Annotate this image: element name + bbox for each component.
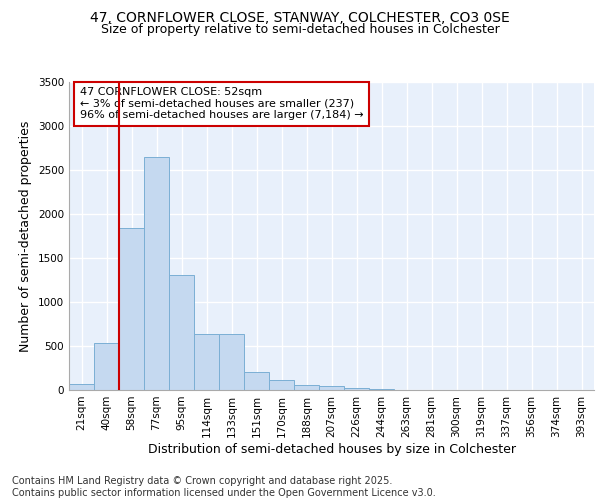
Bar: [144, 157, 169, 390]
Text: Size of property relative to semi-detached houses in Colchester: Size of property relative to semi-detach…: [101, 24, 499, 36]
Bar: [194, 334, 219, 390]
Bar: [344, 388, 369, 390]
Bar: [369, 389, 394, 390]
Bar: [219, 334, 244, 390]
Text: Contains HM Land Registry data © Crown copyright and database right 2025.
Contai: Contains HM Land Registry data © Crown c…: [12, 476, 436, 498]
Bar: [269, 380, 294, 390]
X-axis label: Distribution of semi-detached houses by size in Colchester: Distribution of semi-detached houses by …: [148, 442, 515, 456]
Bar: [294, 385, 319, 390]
Bar: [69, 384, 94, 390]
Bar: [244, 372, 269, 390]
Bar: [119, 228, 144, 390]
Bar: [169, 275, 194, 390]
Y-axis label: Number of semi-detached properties: Number of semi-detached properties: [19, 120, 32, 352]
Bar: [319, 386, 344, 390]
Bar: [94, 344, 119, 390]
Text: 47 CORNFLOWER CLOSE: 52sqm
← 3% of semi-detached houses are smaller (237)
96% of: 47 CORNFLOWER CLOSE: 52sqm ← 3% of semi-…: [79, 87, 363, 120]
Text: 47, CORNFLOWER CLOSE, STANWAY, COLCHESTER, CO3 0SE: 47, CORNFLOWER CLOSE, STANWAY, COLCHESTE…: [90, 10, 510, 24]
